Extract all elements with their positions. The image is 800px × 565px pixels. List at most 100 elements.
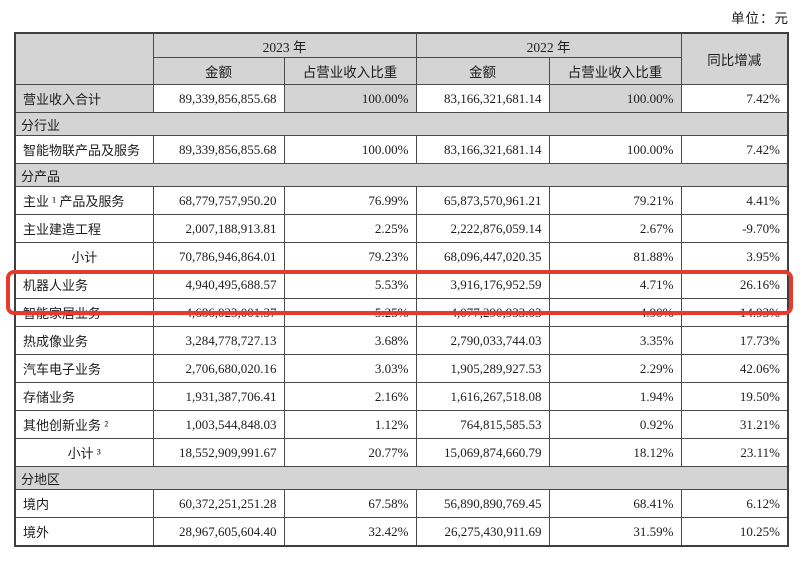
yoy-cell: 7.42%	[680, 135, 789, 164]
highlight-box-robot-business-row	[6, 270, 793, 315]
pct-2022-cell: 100.00%	[548, 84, 682, 113]
header-yoy-change: 同比增减	[680, 32, 789, 85]
table-row: 小计 70,786,946,864.01 79.23% 68,096,447,020.…	[14, 242, 789, 271]
pct-2023-cell: 2.16%	[283, 382, 417, 411]
table-row: 营业收入合计 89,339,856,855.68 100.00% 83,166,321…	[14, 84, 789, 113]
amount-2022-cell: 68,096,447,020.35	[415, 242, 550, 271]
amount-2023-cell: 18,552,909,991.67	[152, 438, 285, 467]
amount-2022-cell: 3,916,176,952.59	[415, 270, 550, 299]
amount-2022-cell: 26,275,430,911.69	[415, 517, 550, 547]
yoy-cell: 19.50%	[680, 382, 789, 411]
pct-2023-cell: 2.25%	[283, 214, 417, 243]
amount-2023-cell: 60,372,251,251.28	[152, 489, 285, 518]
row-label-cell: 主业建造工程	[14, 214, 154, 243]
yoy-cell: 17.73%	[680, 326, 789, 355]
pct-2023-cell: 100.00%	[283, 135, 417, 164]
row-label-cell: 境内	[14, 489, 154, 518]
amount-2022-cell: 83,166,321,681.14	[415, 84, 550, 113]
pct-2023-cell: 32.42%	[283, 517, 417, 547]
table-row: 境外 28,967,605,604.40 32.42% 26,275,430,911.…	[14, 517, 789, 547]
row-label-cell: 小计	[14, 242, 154, 271]
yoy-cell: 42.06%	[680, 354, 789, 383]
amount-2023-cell: 1,003,544,848.03	[152, 410, 285, 439]
pct-2022-cell: 1.94%	[548, 382, 682, 411]
amount-2023-cell: 89,339,856,855.68	[152, 135, 285, 164]
amount-2022-cell: 56,890,890,769.45	[415, 489, 550, 518]
pct-2023-cell: 100.00%	[283, 84, 417, 113]
yoy-cell: 10.25%	[680, 517, 789, 547]
amount-2022-cell: 83,166,321,681.14	[415, 135, 550, 164]
row-label-cell: 营业收入合计	[14, 84, 154, 113]
table-row: 智能物联产品及服务 89,339,856,855.68 100.00% 83,166,…	[14, 135, 789, 164]
pct-2023-cell: 20.77%	[283, 438, 417, 467]
section-label: 分行业	[14, 112, 789, 136]
amount-2022-cell: 65,873,570,961.21	[415, 186, 550, 215]
header-amount-2023: 金额	[152, 57, 285, 85]
amount-2023-cell: 1,931,387,706.41	[152, 382, 285, 411]
table-row: 汽车电子业务 2,706,680,020.16 3.03% 1,905,289,927…	[14, 354, 789, 383]
header-row-metrics: 金额 占营业收入比重 金额 占营业收入比重	[15, 57, 788, 85]
section-label: 分地区	[14, 466, 789, 490]
table-row: 存储业务 1,931,387,706.41 2.16% 1,616,267,518.0…	[14, 382, 789, 411]
pct-2022-cell: 2.67%	[548, 214, 682, 243]
row-label-cell: 热成像业务	[14, 326, 154, 355]
pct-2022-cell: 4.71%	[548, 270, 682, 299]
header-blank-cell	[14, 32, 154, 85]
row-label-cell: 小计 ³	[14, 438, 154, 467]
table-body: 营业收入合计 89,339,856,855.68 100.00% 83,166,321…	[14, 84, 789, 547]
amount-2022-cell: 2,222,876,059.14	[415, 214, 550, 243]
yoy-cell: 4.41%	[680, 186, 789, 215]
header-row-years: 2023 年 2022 年 同比增减	[14, 32, 789, 85]
amount-2023-cell: 2,007,188,913.81	[152, 214, 285, 243]
header-pct-2022: 占营业收入比重	[548, 57, 682, 85]
table-row: 主业建造工程 2,007,188,913.81 2.25% 2,222,876,059…	[14, 214, 789, 243]
unit-label: 单位：元	[731, 11, 789, 26]
amount-2022-cell: 764,815,585.53	[415, 410, 550, 439]
row-label-cell: 其他创新业务 ²	[14, 410, 154, 439]
amount-2022-cell: 1,905,289,927.53	[415, 354, 550, 383]
amount-2023-cell: 89,339,856,855.68	[152, 84, 285, 113]
pct-2023-cell: 3.68%	[283, 326, 417, 355]
section-row: 分产品	[14, 163, 789, 187]
amount-2023-cell: 68,779,757,950.20	[152, 186, 285, 215]
table-row: 其他创新业务 ² 1,003,544,848.03 1.12% 764,815,585…	[14, 410, 789, 439]
pct-2023-cell: 67.58%	[283, 489, 417, 518]
table-header: 2023 年 2022 年 同比增减 金额 占营业收入比重 金额 占营业收入比重	[14, 32, 789, 85]
yoy-cell: 6.12%	[680, 489, 789, 518]
header-pct-2023: 占营业收入比重	[283, 57, 417, 85]
yoy-cell: 3.95%	[680, 242, 789, 271]
row-label-cell: 汽车电子业务	[14, 354, 154, 383]
pct-2022-cell: 68.41%	[548, 489, 682, 518]
pct-2023-cell: 1.12%	[283, 410, 417, 439]
pct-2022-cell: 100.00%	[548, 135, 682, 164]
section-row: 分行业	[14, 112, 789, 136]
pct-2023-cell: 79.23%	[283, 242, 417, 271]
table-row: 主业 ¹ 产品及服务 68,779,757,950.20 76.99% 65,873,…	[14, 186, 789, 215]
row-label-cell: 主业 ¹ 产品及服务	[14, 186, 154, 215]
section-label: 分产品	[14, 163, 789, 187]
amount-2023-cell: 4,940,495,688.57	[152, 270, 285, 299]
amount-2022-cell: 1,616,267,518.08	[415, 382, 550, 411]
pct-2022-cell: 0.92%	[548, 410, 682, 439]
table-row: 小计 ³ 18,552,909,991.67 20.77% 15,069,874,66…	[14, 438, 789, 467]
pct-2022-cell: 18.12%	[548, 438, 682, 467]
amount-2022-cell: 15,069,874,660.79	[415, 438, 550, 467]
pct-2022-cell: 79.21%	[548, 186, 682, 215]
table-row: 热成像业务 3,284,778,727.13 3.68% 2,790,033,744.…	[14, 326, 789, 355]
row-label-cell: 智能物联产品及服务	[14, 135, 154, 164]
amount-2022-cell: 2,790,033,744.03	[415, 326, 550, 355]
header-amount-2022: 金额	[415, 57, 550, 85]
amount-2023-cell: 2,706,680,020.16	[152, 354, 285, 383]
yoy-cell: -9.70%	[680, 214, 789, 243]
table-row: 境内 60,372,251,251.28 67.58% 56,890,890,769.…	[14, 489, 789, 518]
header-year-2022: 2022 年	[415, 32, 682, 58]
section-row: 分地区	[14, 466, 789, 490]
yoy-cell: 31.21%	[680, 410, 789, 439]
pct-2022-cell: 2.29%	[548, 354, 682, 383]
pct-2023-cell: 3.03%	[283, 354, 417, 383]
amount-2023-cell: 3,284,778,727.13	[152, 326, 285, 355]
table-row-highlighted: 机器人业务 4,940,495,688.57 5.53% 3,916,176,952.…	[14, 270, 789, 299]
amount-2023-cell: 28,967,605,604.40	[152, 517, 285, 547]
row-label-cell: 境外	[14, 517, 154, 547]
